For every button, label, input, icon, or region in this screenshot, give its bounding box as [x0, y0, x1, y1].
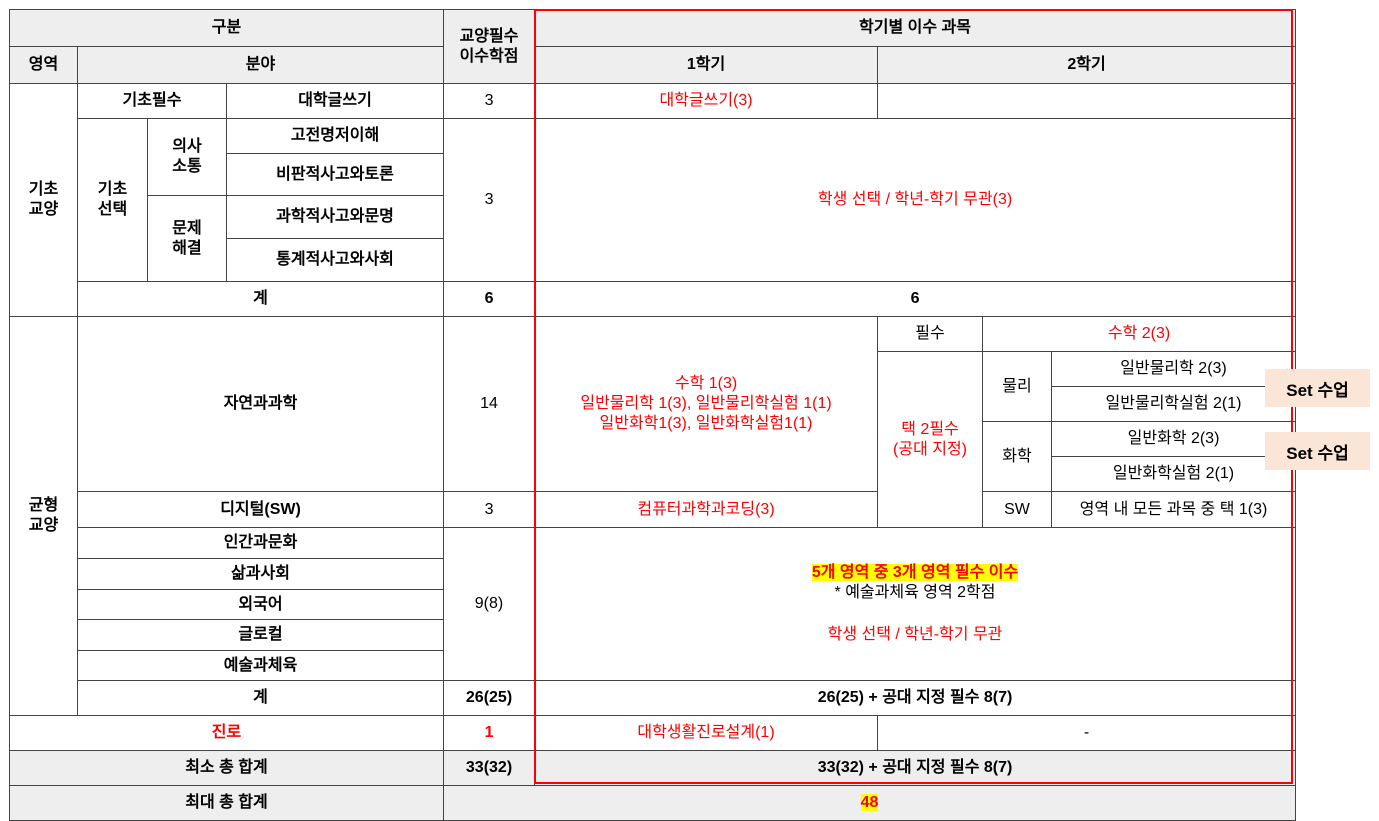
choice-note: 학생 선택 / 학년-학기 무관 — [827, 626, 1003, 643]
career-label: 진로 — [8, 715, 445, 751]
career-sem2: - — [877, 715, 1297, 751]
required-label: 필수 — [877, 316, 984, 352]
area-balanced: 균형 교양 — [9, 316, 78, 716]
basic-total-label: 계 — [76, 281, 445, 317]
field: 예술과체육 — [76, 650, 445, 681]
credits: 3 — [443, 491, 536, 528]
header-division: 구분 — [8, 9, 445, 47]
digital-label: 디지털(SW) — [76, 491, 445, 528]
required-highlight: 5개 영역 중 3개 영역 필수 이수 — [811, 564, 1019, 581]
min-total-label: 최소 총 합계 — [8, 750, 445, 786]
basic-total-credits: 6 — [443, 281, 536, 317]
curriculum-table: 구분 교양필수 이수학점 학기별 이수 과목 영역 분야 1학기 2학기 기초 … — [8, 9, 1297, 821]
basic-elective-label: 기초 선택 — [77, 118, 148, 282]
natural-science-label: 자연과과학 — [76, 316, 445, 492]
course: 일반화학 2(3) — [1051, 421, 1297, 457]
sem1-course: 대학글쓰기(3) — [534, 83, 879, 119]
subject: 통계적사고와사회 — [225, 238, 445, 282]
basic-total-value: 6 — [534, 281, 1297, 317]
course-line: 수학 1(3) — [674, 375, 738, 392]
required-course: 수학 2(3) — [982, 316, 1297, 352]
field: 외국어 — [76, 589, 445, 620]
header-area: 영역 — [9, 46, 78, 84]
balanced-total-credits: 26(25) — [443, 680, 536, 716]
problem-solving-label: 문제 해결 — [147, 195, 227, 282]
set-class-badge-physics: Set 수업 — [1265, 369, 1370, 407]
subject-writing: 대학글쓰기 — [225, 83, 445, 119]
course: 일반물리학실험 2(1) — [1051, 386, 1297, 422]
choose-two-label: 택 2필수 (공대 지정) — [877, 351, 984, 528]
credits: 9(8) — [443, 527, 536, 681]
subject: 고전명저이해 — [225, 118, 445, 154]
credits: 3 — [443, 83, 536, 119]
field: 삶과사회 — [76, 558, 445, 590]
header-field: 분야 — [76, 46, 445, 84]
sem2-course — [877, 83, 1297, 119]
header-courses-by-semester: 학기별 이수 과목 — [534, 9, 1297, 47]
max-total-value: 48 — [860, 794, 879, 811]
min-total-credits: 33(32) — [443, 750, 536, 786]
course: 일반화학실험 2(1) — [1051, 456, 1297, 492]
career-credits: 1 — [443, 715, 536, 751]
others-note: 5개 영역 중 3개 영역 필수 이수 * 예술과체육 영역 2학점 학생 선택… — [534, 527, 1297, 681]
elective-note: 학생 선택 / 학년-학기 무관(3) — [534, 118, 1297, 282]
digital-sem1: 컴퓨터과학과코딩(3) — [534, 491, 879, 528]
subject: 과학적사고와문명 — [225, 195, 445, 239]
natural-sem1-courses: 수학 1(3) 일반물리학 1(3), 일반물리학실험 1(1) 일반화학1(3… — [534, 316, 879, 492]
course-line: 일반화학1(3), 일반화학실험1(1) — [599, 415, 813, 432]
arts-note: * 예술과체육 영역 2학점 — [834, 584, 996, 601]
physics-label: 물리 — [982, 351, 1053, 422]
set-class-badge-chemistry: Set 수업 — [1265, 432, 1370, 470]
header-sem2: 2학기 — [877, 46, 1297, 84]
sw-label: SW — [982, 491, 1053, 528]
credits: 14 — [443, 316, 536, 492]
balanced-total-label: 계 — [76, 680, 445, 716]
area-basic: 기초 교양 — [9, 83, 78, 317]
max-total-cell: 48 — [443, 785, 1297, 821]
sw-course: 영역 내 모든 과목 중 택 1(3) — [1051, 491, 1297, 528]
min-total-value: 33(32) + 공대 지정 필수 8(7) — [534, 750, 1297, 786]
credits: 3 — [443, 118, 536, 282]
basic-required-label: 기초필수 — [77, 83, 227, 119]
field: 글로컬 — [76, 619, 445, 651]
header-sem1: 1학기 — [534, 46, 879, 84]
communication-label: 의사 소통 — [147, 118, 227, 196]
course-line: 일반물리학 1(3), 일반물리학실험 1(1) — [580, 395, 832, 412]
subject: 비판적사고와토론 — [225, 153, 445, 196]
balanced-total-value: 26(25) + 공대 지정 필수 8(7) — [534, 680, 1297, 716]
chemistry-label: 화학 — [982, 421, 1053, 492]
career-sem1: 대학생활진로설계(1) — [534, 715, 879, 751]
course: 일반물리학 2(3) — [1051, 351, 1297, 387]
max-total-label: 최대 총 합계 — [8, 785, 445, 821]
header-credits: 교양필수 이수학점 — [443, 9, 536, 84]
field: 인간과문화 — [76, 527, 445, 559]
